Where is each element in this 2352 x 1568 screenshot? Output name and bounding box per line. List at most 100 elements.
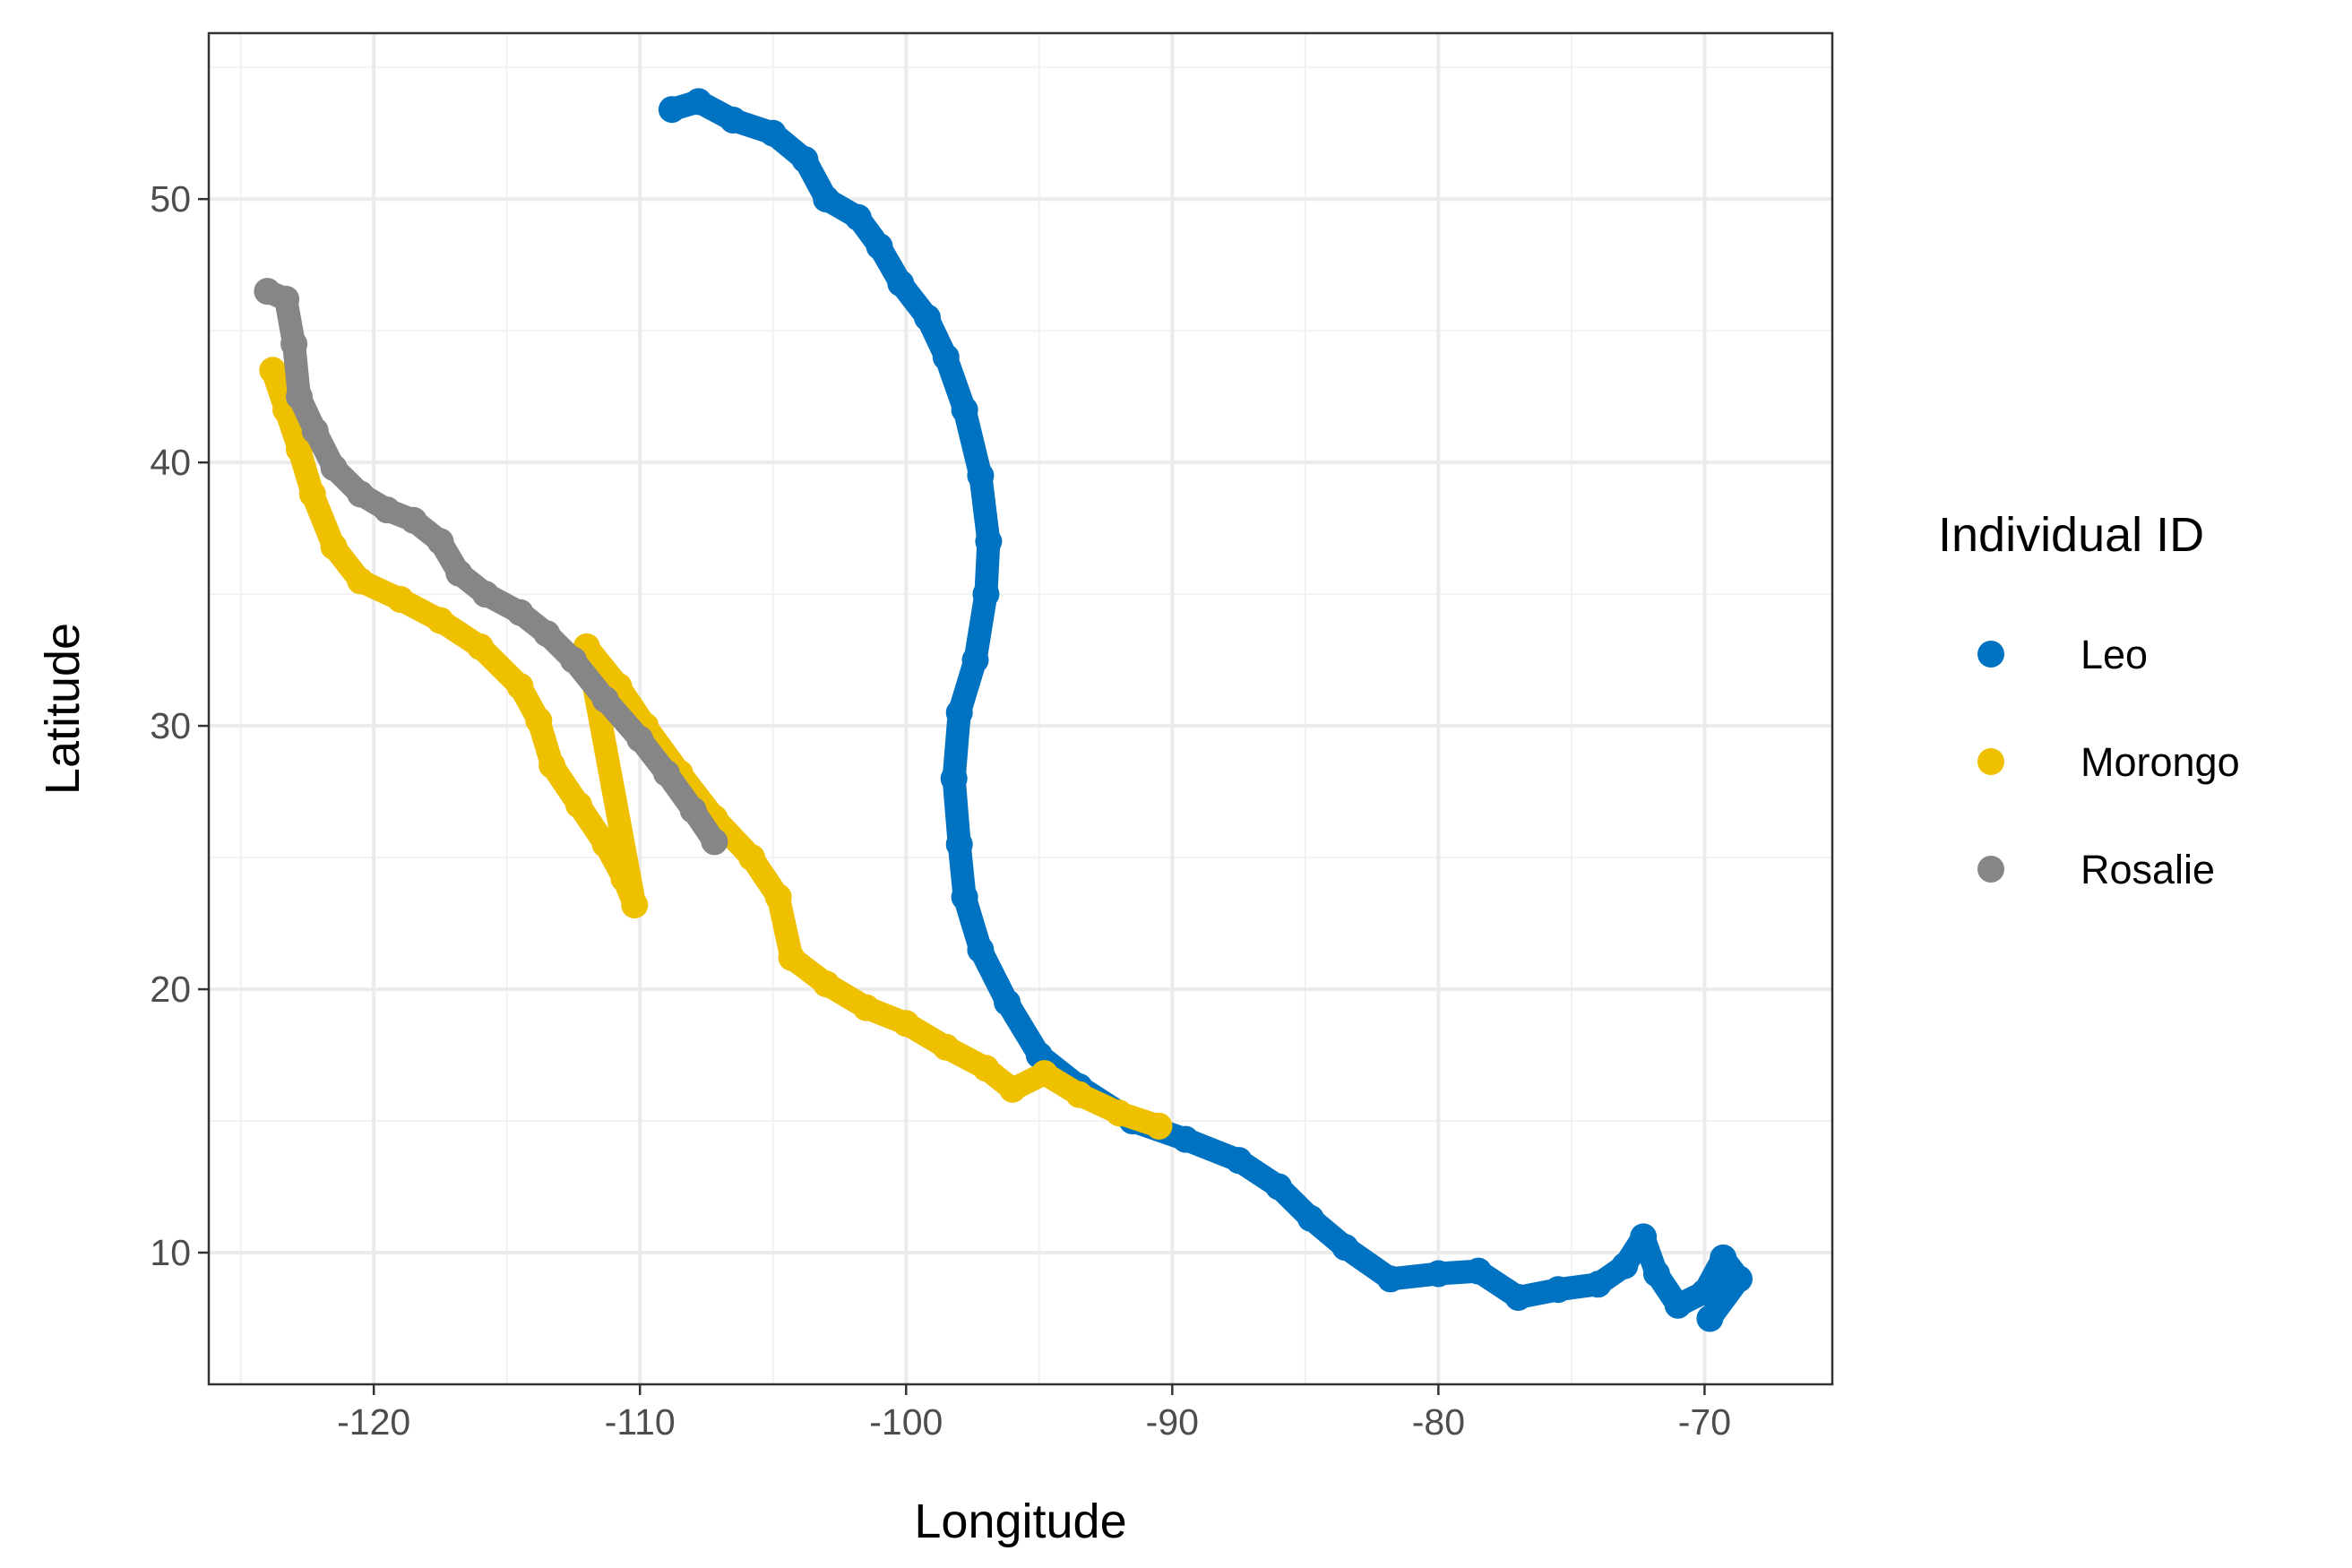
data-point-rosalie [301, 417, 329, 444]
data-point-leo [945, 831, 973, 858]
data-point-leo [887, 270, 915, 297]
data-point-leo [844, 203, 872, 231]
data-point-leo [1297, 1204, 1324, 1232]
minor-gridlines [209, 33, 1832, 1384]
data-point-rosalie [560, 646, 587, 674]
data-point-morongo [259, 357, 287, 384]
data-point-leo [759, 119, 787, 147]
data-point-rosalie [272, 285, 300, 313]
data-point-leo [791, 146, 819, 174]
data-point-leo [1630, 1223, 1658, 1251]
data-point-morongo [621, 892, 649, 918]
data-point-leo [972, 581, 1000, 608]
y-axis-title: Latitude [36, 623, 90, 795]
data-point-morongo [610, 865, 638, 892]
data-point-morongo [813, 970, 840, 998]
data-point-leo [967, 936, 995, 963]
data-point-rosalie [374, 496, 401, 524]
data-point-leo [914, 304, 941, 332]
data-point-leo [1710, 1244, 1737, 1271]
legend-key-leo [1977, 641, 2004, 668]
data-point-leo [951, 396, 978, 424]
x-tick-label: -90 [1146, 1401, 1199, 1443]
data-point-leo [967, 461, 995, 489]
data-point-morongo [764, 883, 792, 911]
data-point-rosalie [701, 828, 728, 856]
data-point-morongo [1145, 1112, 1173, 1140]
data-point-leo [994, 988, 1021, 1016]
x-tick-label: -70 [1678, 1401, 1731, 1443]
data-point-rosalie [445, 559, 473, 587]
data-point-leo [1696, 1305, 1724, 1332]
data-point-morongo [506, 673, 534, 700]
x-tick-label: -80 [1412, 1401, 1465, 1443]
data-point-morongo [591, 831, 619, 858]
data-point-rosalie [400, 506, 427, 534]
data-point-morongo [525, 707, 553, 735]
y-axis: 10 20 30 40 50 [150, 178, 209, 1273]
x-axis: -120 -110 -100 -90 -80 -70 [337, 1384, 1731, 1443]
data-point-leo [1172, 1125, 1200, 1153]
data-point-leo [719, 107, 747, 134]
track-line-morongo [261, 358, 1171, 1138]
legend-item-leo: Leo [1977, 632, 2148, 677]
data-point-rosalie [626, 725, 654, 753]
data-point-rosalie [280, 330, 308, 358]
x-axis-title: Longitude [914, 1495, 1126, 1548]
data-point-morongo [564, 791, 592, 819]
data-point-leo [1726, 1265, 1753, 1293]
legend-item-morongo: Morongo [1977, 739, 2240, 785]
data-point-morongo [852, 994, 880, 1021]
data-point-morongo [426, 607, 454, 634]
legend-items: Leo Morongo Rosalie [1977, 632, 2240, 892]
data-point-morongo [538, 752, 566, 780]
data-point-leo [961, 646, 989, 674]
tracks [254, 88, 1753, 1332]
data-point-morongo [386, 586, 414, 613]
legend-key-morongo [1977, 748, 2004, 775]
legend-label-rosalie: Rosalie [2081, 847, 2215, 892]
data-point-morongo [320, 533, 348, 561]
data-point-leo [1584, 1271, 1612, 1298]
series-leo [658, 88, 1753, 1332]
data-point-morongo [467, 633, 494, 660]
data-point-leo [1642, 1260, 1670, 1288]
data-point-morongo [999, 1075, 1027, 1103]
data-point-leo [813, 185, 840, 213]
data-point-leo [1664, 1291, 1692, 1319]
data-point-rosalie [347, 480, 375, 508]
data-point-rosalie [320, 454, 348, 481]
data-point-leo [940, 764, 968, 792]
data-point-leo [951, 883, 978, 911]
data-point-rosalie [426, 528, 454, 556]
y-tick-label: 50 [150, 178, 191, 220]
data-point-morongo [1065, 1081, 1093, 1108]
data-point-morongo [932, 1033, 960, 1061]
data-point-leo [1504, 1284, 1532, 1311]
y-tick-label: 30 [150, 705, 191, 746]
y-tick-label: 20 [150, 969, 191, 1010]
data-point-morongo [286, 435, 313, 463]
data-point-leo [1545, 1276, 1572, 1304]
y-tick-label: 10 [150, 1232, 191, 1273]
series-morongo [259, 357, 1173, 1140]
x-tick-label: -110 [605, 1401, 676, 1443]
data-point-leo [932, 343, 960, 371]
legend: Individual ID Leo Morongo Rosalie [1938, 508, 2240, 892]
x-tick-label: -100 [869, 1401, 943, 1443]
data-point-morongo [778, 943, 806, 971]
data-point-leo [866, 233, 893, 261]
series-rosalie [254, 278, 728, 856]
data-point-leo [1611, 1252, 1639, 1279]
data-point-morongo [972, 1055, 1000, 1082]
data-point-morongo [1030, 1060, 1058, 1088]
x-tick-label: -120 [337, 1401, 410, 1443]
data-point-leo [1265, 1173, 1293, 1201]
data-point-leo [945, 699, 973, 727]
data-point-morongo [1105, 1099, 1133, 1127]
y-tick-label: 40 [150, 442, 191, 483]
data-point-rosalie [679, 797, 707, 824]
legend-key-rosalie [1977, 856, 2004, 883]
data-point-leo [1225, 1147, 1253, 1175]
legend-item-rosalie: Rosalie [1977, 847, 2215, 892]
